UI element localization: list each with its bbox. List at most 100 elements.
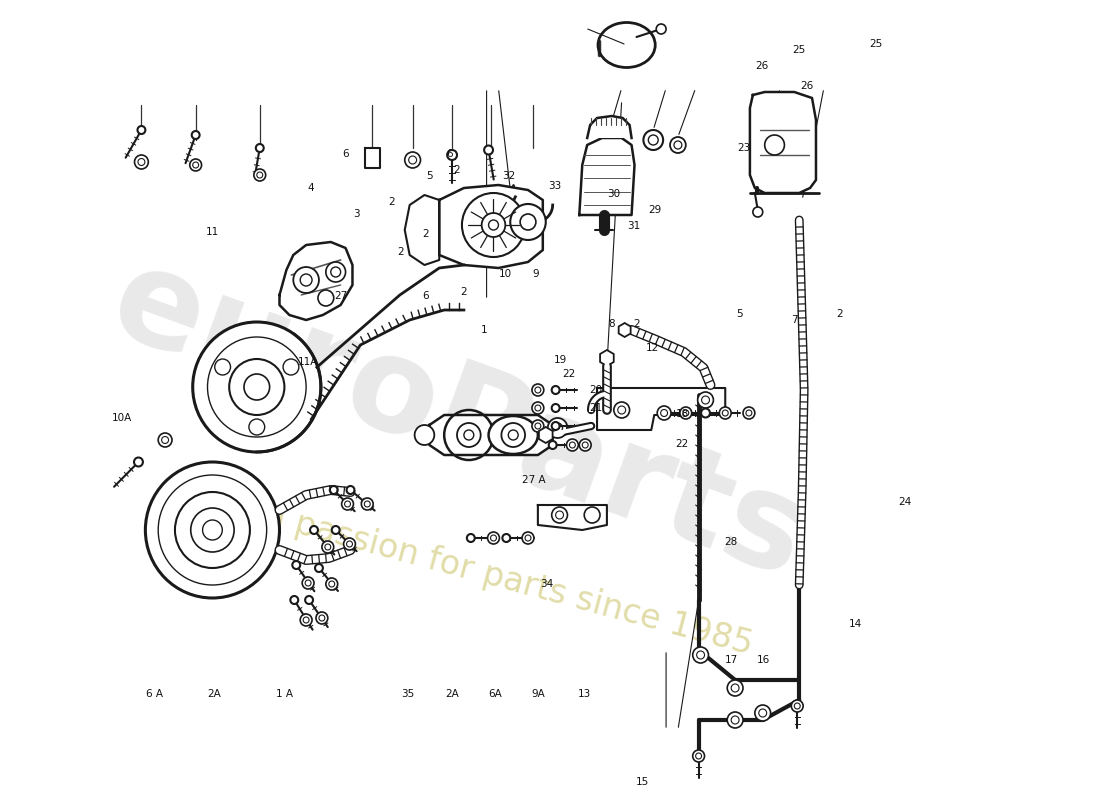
Text: 2: 2 — [422, 230, 429, 239]
Text: 11: 11 — [206, 227, 219, 237]
Circle shape — [661, 410, 668, 417]
Text: 9: 9 — [532, 270, 539, 279]
Text: 6: 6 — [422, 291, 429, 301]
Circle shape — [138, 126, 145, 134]
Text: 15: 15 — [636, 778, 649, 787]
Circle shape — [552, 386, 560, 394]
Circle shape — [552, 423, 562, 433]
Circle shape — [719, 407, 732, 419]
Text: 2A: 2A — [207, 690, 221, 699]
Circle shape — [701, 409, 710, 418]
Text: 22: 22 — [562, 370, 575, 379]
Text: 1: 1 — [481, 326, 487, 335]
Text: 33: 33 — [548, 181, 561, 190]
Text: 27 A: 27 A — [521, 475, 546, 485]
Circle shape — [580, 439, 591, 451]
Circle shape — [683, 410, 689, 416]
Circle shape — [462, 193, 525, 257]
Text: 34: 34 — [540, 579, 553, 589]
Text: 32: 32 — [503, 171, 516, 181]
Polygon shape — [618, 323, 630, 337]
Text: 23: 23 — [738, 143, 751, 153]
Text: 6: 6 — [343, 149, 350, 158]
Polygon shape — [538, 505, 607, 530]
Circle shape — [464, 430, 474, 440]
Circle shape — [145, 462, 279, 598]
Circle shape — [326, 578, 338, 590]
Polygon shape — [365, 148, 381, 168]
Text: 9A: 9A — [531, 690, 544, 699]
Circle shape — [202, 520, 222, 540]
Ellipse shape — [488, 416, 538, 454]
Polygon shape — [587, 116, 631, 138]
Circle shape — [208, 337, 306, 437]
Circle shape — [582, 442, 588, 448]
Circle shape — [793, 702, 801, 710]
Circle shape — [660, 409, 669, 418]
Text: 8: 8 — [608, 319, 615, 329]
Text: 12: 12 — [646, 343, 659, 353]
Circle shape — [670, 137, 685, 153]
Circle shape — [548, 418, 568, 438]
Circle shape — [702, 396, 710, 404]
Text: 35: 35 — [402, 690, 415, 699]
Circle shape — [254, 169, 266, 181]
Circle shape — [723, 410, 728, 416]
Text: 1 A: 1 A — [276, 690, 293, 699]
Circle shape — [742, 407, 755, 419]
Circle shape — [746, 410, 752, 416]
Circle shape — [732, 716, 739, 724]
Circle shape — [535, 387, 541, 393]
Circle shape — [283, 359, 299, 375]
Circle shape — [256, 172, 263, 178]
Circle shape — [326, 262, 345, 282]
Circle shape — [192, 322, 321, 452]
Circle shape — [304, 617, 309, 623]
Text: 5: 5 — [427, 171, 433, 181]
Circle shape — [552, 422, 560, 430]
Text: 2: 2 — [453, 166, 460, 175]
Text: 11A: 11A — [298, 358, 318, 367]
Circle shape — [525, 535, 531, 541]
Circle shape — [138, 158, 145, 166]
Text: 21: 21 — [588, 403, 602, 413]
Circle shape — [346, 541, 352, 547]
Text: 6 A: 6 A — [145, 690, 163, 699]
Circle shape — [727, 712, 742, 728]
Circle shape — [502, 423, 525, 447]
Circle shape — [191, 131, 199, 139]
Circle shape — [510, 204, 546, 240]
Circle shape — [192, 162, 199, 168]
Circle shape — [648, 135, 658, 145]
Text: 20: 20 — [588, 386, 602, 395]
Circle shape — [329, 581, 334, 587]
Circle shape — [332, 526, 340, 534]
Circle shape — [618, 406, 626, 414]
Circle shape — [324, 544, 331, 550]
Circle shape — [487, 532, 499, 544]
Text: 28: 28 — [725, 537, 738, 546]
Circle shape — [134, 155, 148, 169]
Text: 25: 25 — [869, 39, 882, 49]
Text: 14: 14 — [849, 619, 862, 629]
Circle shape — [447, 150, 456, 160]
Circle shape — [695, 753, 702, 759]
Circle shape — [290, 596, 298, 604]
Circle shape — [305, 596, 314, 604]
Circle shape — [674, 141, 682, 149]
Circle shape — [229, 359, 285, 415]
Circle shape — [693, 647, 708, 663]
Circle shape — [584, 507, 600, 523]
Text: 31: 31 — [627, 221, 640, 230]
Circle shape — [134, 458, 143, 466]
Circle shape — [532, 384, 543, 396]
Text: 29: 29 — [649, 206, 662, 215]
Polygon shape — [601, 350, 614, 366]
Text: 6: 6 — [446, 149, 452, 158]
Circle shape — [190, 508, 234, 552]
Circle shape — [158, 433, 172, 447]
Text: a passion for parts since 1985: a passion for parts since 1985 — [261, 499, 756, 661]
Text: 2: 2 — [634, 319, 640, 329]
Circle shape — [310, 526, 318, 534]
Text: 26: 26 — [755, 61, 768, 70]
